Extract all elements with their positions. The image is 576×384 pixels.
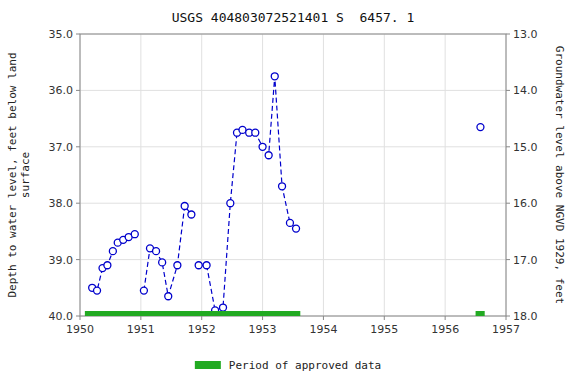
y-axis: 35.0 36.0 37.0 38.0 39.0 40.0 (49, 28, 81, 323)
x-tick-label: 1954 (309, 323, 337, 336)
x-grid-line (445, 34, 446, 316)
chart: 1950 1951 1952 1953 1954 1955 1956 1957 35.0 36.0… (0, 0, 576, 384)
point-marker (286, 219, 293, 226)
y2-tick-label: 13.0 (513, 28, 538, 41)
point-marker (159, 259, 166, 266)
point-marker (174, 262, 181, 269)
x-grid-line (262, 34, 263, 316)
line-piece (144, 206, 191, 296)
grid (80, 34, 506, 316)
x-tick (445, 316, 446, 320)
point-marker (153, 248, 160, 255)
point-marker (265, 152, 272, 159)
point-marker (239, 126, 246, 133)
legend-label: Period of approved data (229, 359, 381, 372)
point-marker (131, 231, 138, 238)
x-grid-line (323, 34, 324, 316)
x-tick-label: 1952 (188, 323, 216, 336)
y-grid-line (80, 259, 506, 260)
plot-frame (80, 34, 506, 316)
line-piece (199, 76, 296, 310)
y2-tick-label: 16.0 (513, 197, 538, 210)
y2-tick (506, 259, 510, 260)
y-tick (76, 34, 80, 35)
point-marker (140, 287, 147, 294)
y2-tick-label: 15.0 (513, 141, 538, 154)
y-grid-line (80, 146, 506, 147)
x-tick-label: 1956 (431, 323, 459, 336)
y2-tick-label: 14.0 (513, 84, 538, 97)
plot-area (85, 73, 485, 316)
x-grid-line (140, 34, 141, 316)
x-tick-label: 1957 (492, 323, 520, 336)
x-tick (384, 316, 385, 320)
title: USGS 404803072521401 S 6457. 1 (172, 10, 415, 25)
y-tick-label: 38.0 (49, 197, 74, 210)
y-grid-line (80, 203, 506, 204)
line-piece (92, 234, 135, 290)
y-tick-label: 36.0 (49, 84, 74, 97)
y-tick (76, 316, 80, 317)
y-tick-label: 35.0 (49, 28, 74, 41)
y2-axis-label: Groundwater level above NGVD 1929, feet (553, 46, 566, 304)
point-marker (104, 262, 111, 269)
x-tick-label: 1955 (370, 323, 398, 336)
y-grid-line (80, 90, 506, 91)
x-tick (201, 316, 202, 320)
y2-tick-label: 17.0 (513, 254, 538, 267)
point-marker (165, 293, 172, 300)
x-grid-line (201, 34, 202, 316)
y-axis-label-line: surface (19, 152, 32, 198)
point-marker (188, 211, 195, 218)
y-tick (76, 259, 80, 260)
y-tick (76, 203, 80, 204)
x-tick (323, 316, 324, 320)
x-tick-label: 1951 (127, 323, 155, 336)
y-axis-label-line: Depth to water level, feet below land (6, 52, 19, 297)
x-tick-label: 1953 (249, 323, 277, 336)
x-tick (80, 316, 81, 320)
legend: Period of approved data (195, 359, 381, 372)
y2-tick (506, 316, 510, 317)
y-tick (76, 90, 80, 91)
x-tick (506, 316, 507, 320)
y-tick-label: 39.0 (49, 254, 74, 267)
point-marker (203, 262, 210, 269)
y-axis-label: Depth to water level, feet below landsur… (6, 52, 32, 297)
y-tick-label: 37.0 (49, 141, 74, 154)
x-axis: 1950 1951 1952 1953 1954 1955 1956 1957 (66, 316, 520, 336)
legend-swatch (195, 361, 221, 369)
point-marker (477, 124, 484, 131)
background (0, 0, 576, 384)
y2-tick (506, 34, 510, 35)
y-tick-label: 40.0 (49, 310, 74, 323)
x-grid-line (384, 34, 385, 316)
approved-period-bar (476, 311, 485, 316)
y2-tick (506, 203, 510, 204)
point-marker (195, 262, 202, 269)
y2-tick-label: 18.0 (513, 310, 538, 323)
x-tick-label: 1950 (66, 323, 94, 336)
x-tick (262, 316, 263, 320)
x-tick (140, 316, 141, 320)
point-marker (227, 200, 234, 207)
y2-tick (506, 90, 510, 91)
point-marker (271, 73, 278, 80)
point-marker (252, 129, 259, 136)
y2-axis: 18.0 17.0 16.0 15.0 14.0 13.0 (506, 28, 538, 323)
point-marker (259, 143, 266, 150)
point-marker (293, 225, 300, 232)
approved-period-bar (85, 311, 300, 316)
y-tick (76, 146, 80, 147)
point-marker (220, 304, 227, 311)
point-marker (94, 287, 101, 294)
point-marker (279, 183, 286, 190)
point-marker (109, 248, 116, 255)
y2-tick (506, 146, 510, 147)
point-marker (181, 203, 188, 210)
